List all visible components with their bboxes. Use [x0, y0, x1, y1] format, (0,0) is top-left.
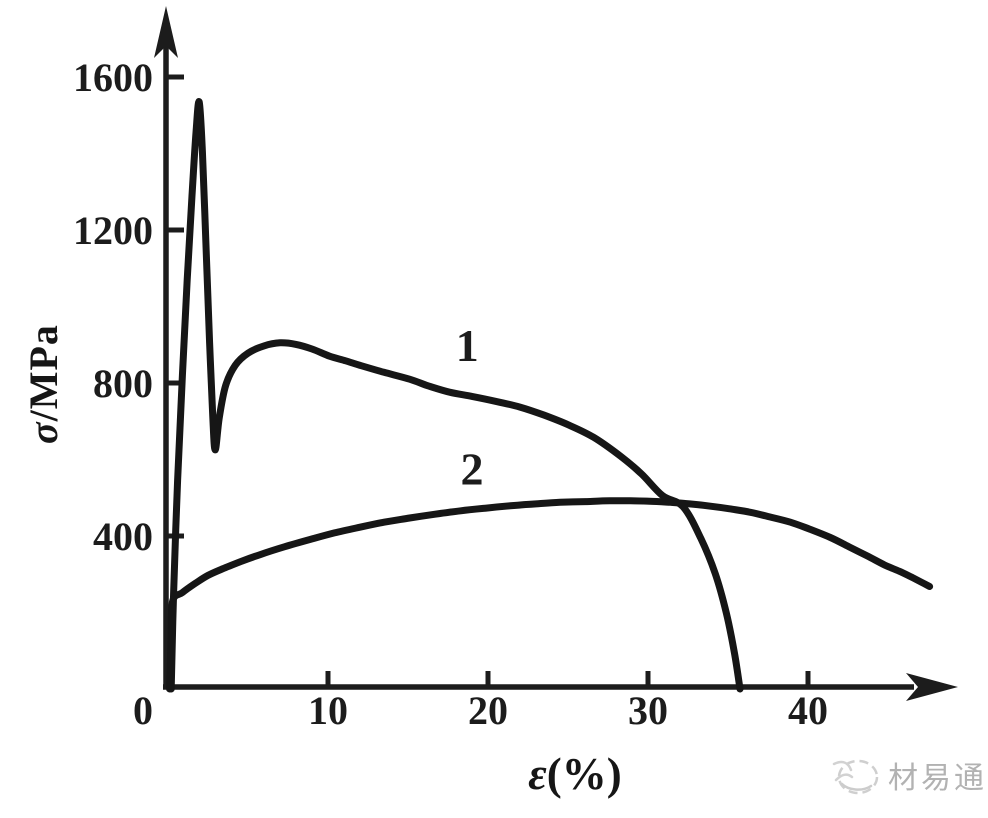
y-axis-title: σ/MPa	[20, 318, 66, 450]
y-axis-unit: /MPa	[21, 324, 66, 422]
sigma-symbol: σ	[21, 421, 66, 444]
x-tick-label: 0	[133, 688, 153, 733]
curve-label-1: 1	[456, 320, 479, 371]
watermark-text: 材易通	[888, 761, 987, 796]
x-tick-label: 30	[628, 688, 668, 733]
curve-label-2: 2	[461, 444, 484, 495]
epsilon-symbol: ε	[528, 749, 547, 799]
y-axis-arrow-icon	[154, 6, 178, 58]
x-axis-arrow-icon	[906, 673, 958, 701]
y-tick-label: 400	[93, 514, 153, 559]
x-tick-label: 20	[468, 688, 508, 733]
curve-2	[166, 497, 934, 693]
y-tick-label: 1200	[73, 208, 153, 253]
curve-1	[167, 98, 744, 693]
x-axis-title: ε(%)	[495, 748, 655, 800]
x-tick-label: 40	[788, 688, 828, 733]
y-tick-label: 1600	[73, 55, 153, 100]
sketch-globe-icon	[832, 759, 879, 795]
x-axis-unit: (%)	[546, 749, 622, 799]
watermark: 材易通	[828, 750, 987, 800]
x-tick-label: 10	[308, 688, 348, 733]
y-tick-label: 800	[93, 361, 153, 406]
